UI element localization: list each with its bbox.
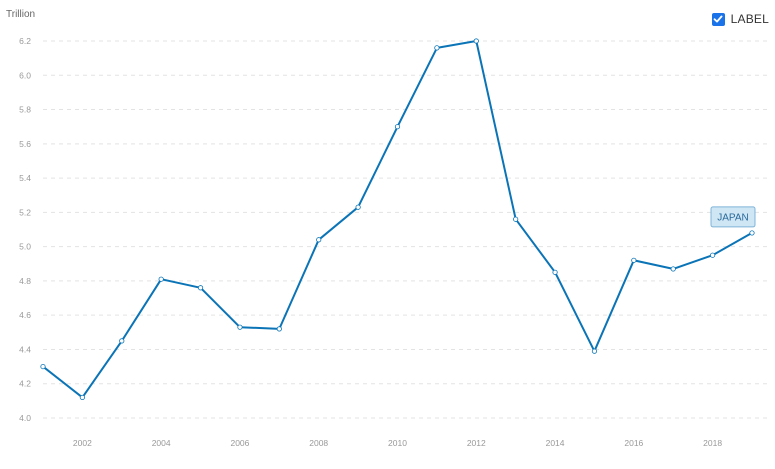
data-point[interactable]	[119, 338, 125, 344]
x-tick-label: 2002	[73, 438, 92, 448]
y-tick-label: 5.2	[19, 207, 31, 217]
data-point[interactable]	[394, 124, 401, 130]
data-point[interactable]	[40, 363, 46, 370]
x-tick-label: 2010	[388, 438, 407, 448]
series-line-japan	[42, 40, 753, 399]
y-tick-label: 4.4	[19, 344, 31, 354]
x-tick-label: 2014	[546, 438, 565, 448]
data-point[interactable]	[276, 326, 282, 332]
data-point[interactable]	[473, 38, 479, 44]
label-checkbox[interactable]	[711, 12, 725, 26]
data-point[interactable]	[434, 45, 440, 51]
data-point[interactable]	[710, 252, 716, 258]
data-point[interactable]	[631, 257, 637, 263]
x-tick-label: 2012	[467, 438, 486, 448]
label-toggle[interactable]: LABEL	[711, 12, 769, 26]
y-tick-label: 5.4	[19, 173, 31, 183]
y-axis-ticks: 4.0 4.2 4.4 4.6 4.8 5.0 5.2 5.4 5.6 5.8 6.0 6.2	[19, 36, 31, 423]
data-point[interactable]	[552, 269, 558, 275]
data-point[interactable]	[79, 394, 85, 401]
x-tick-label: 2018	[703, 438, 722, 448]
checkmark-icon	[713, 15, 723, 23]
y-axis-unit-label: Trillion	[6, 9, 35, 20]
grid-lines	[43, 40, 770, 419]
data-point[interactable]	[316, 237, 322, 243]
x-tick-label: 2016	[624, 438, 643, 448]
series-group: JAPAN	[40, 38, 756, 401]
y-tick-label: 6.2	[19, 36, 31, 46]
data-point[interactable]	[355, 204, 361, 210]
label-toggle-text: LABEL	[730, 12, 769, 26]
y-tick-label: 6.0	[19, 70, 31, 80]
y-tick-label: 4.0	[19, 413, 31, 423]
data-point[interactable]	[197, 285, 204, 291]
series-tag-box	[710, 206, 756, 228]
x-tick-label: 2004	[152, 438, 171, 448]
series-tag-label: JAPAN	[717, 212, 749, 223]
x-axis-ticks: 2002 2004 2006 2008 2010 2012 2014 2016 2018	[73, 438, 722, 448]
data-point[interactable]	[158, 276, 164, 282]
y-tick-label: 4.8	[19, 276, 31, 286]
data-point[interactable]	[591, 348, 598, 354]
data-point[interactable]	[237, 324, 243, 330]
y-tick-label: 4.6	[19, 310, 31, 320]
y-tick-label: 5.6	[19, 139, 31, 149]
x-tick-label: 2008	[309, 438, 328, 448]
y-tick-label: 4.2	[19, 379, 31, 389]
y-tick-label: 5.0	[19, 242, 31, 252]
data-point[interactable]	[513, 216, 519, 222]
data-point[interactable]	[749, 230, 755, 236]
y-tick-label: 5.8	[19, 105, 31, 115]
x-tick-label: 2006	[230, 438, 249, 448]
data-point[interactable]	[670, 266, 676, 272]
